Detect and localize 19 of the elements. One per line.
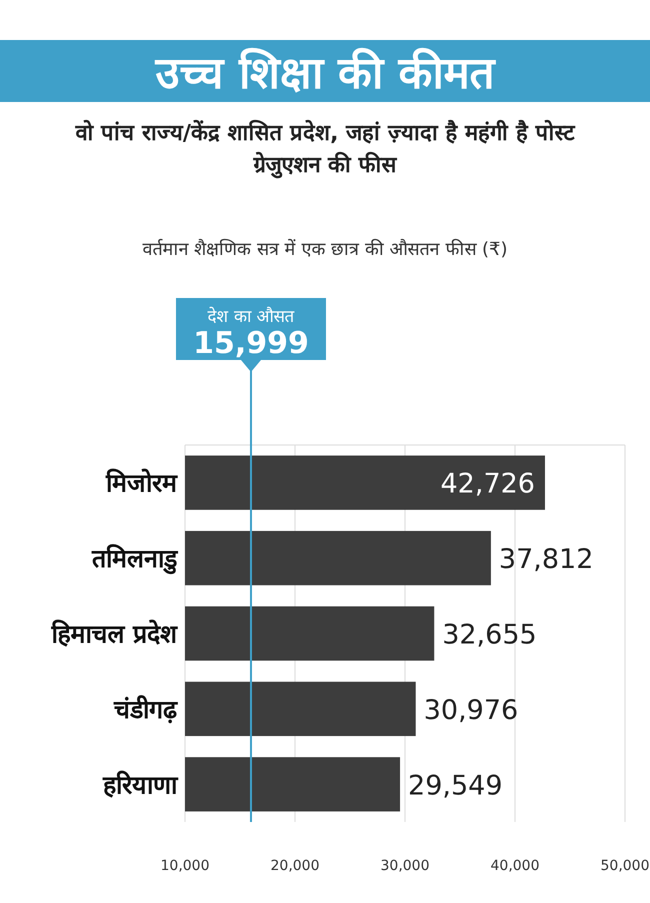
x-tick-label: 30,000 [380,858,430,874]
y-tick-label: चंडीगढ़ [113,694,178,724]
chart-title: उच्च शिक्षा की कीमत [154,47,496,99]
data-label: 30,976 [424,694,518,726]
text: वर्तमान शैक्षणिक सत्र में एक छात्र की औसतन फीस (₹) [142,238,508,260]
x-tick-label: 40,000 [490,858,540,874]
data-label: 32,655 [442,620,537,650]
y-tick-label: मिजोरम [105,468,178,498]
x-tick-label: 10,000 [160,858,210,874]
y-tick-label: हिमाचल प्रदेश [50,620,178,648]
chart-subtitle: वो पांच राज्य/केंद्र शासित प्रदेश, जहां ज़्यादा है महंगी है पोस्ट ग्रेजुएशन की फीस [74,119,576,179]
y-tick-label: हरियाणा [102,770,179,800]
data-label: 29,549 [408,770,503,802]
data-label: 37,812 [498,544,594,576]
data-label: 42,726 [440,468,535,500]
ref-line-label: देश का औसत 15,999 [193,306,309,361]
x-tick-label: 50,000 [600,858,650,874]
y-tick-label: तमिलनाडु [91,544,179,576]
x-tick-label: 20,000 [270,858,320,874]
